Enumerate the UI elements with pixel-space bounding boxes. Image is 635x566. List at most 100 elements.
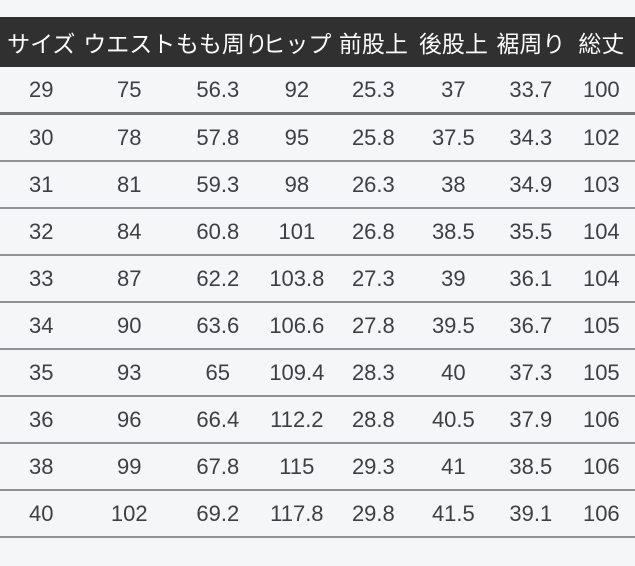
table-cell: 33 — [0, 255, 83, 303]
table-cell: 36 — [0, 396, 83, 444]
table-row: 31 81 59.3 98 26.3 38 34.9 103 — [0, 161, 635, 209]
table-cell: 109.4 — [259, 349, 334, 397]
table-cell: 26.8 — [333, 208, 413, 256]
table-cell: 63.6 — [175, 302, 260, 350]
table-cell: 106 — [567, 396, 635, 444]
table-row: 30 78 57.8 95 25.8 37.5 34.3 102 — [0, 113, 635, 162]
table-row: 34 90 63.6 106.6 27.8 39.5 36.7 105 — [0, 302, 635, 350]
table-cell: 30 — [0, 113, 83, 162]
table-cell: 38.5 — [412, 208, 494, 256]
table-cell: 101 — [259, 208, 334, 256]
table-cell: 60.8 — [175, 208, 260, 256]
table-cell: 27.3 — [333, 255, 413, 303]
table-row: 29 75 56.3 92 25.3 37 33.7 100 — [0, 67, 635, 115]
table-cell: 37.9 — [493, 396, 568, 444]
table-cell: 40 — [412, 349, 494, 397]
table-cell: 112.2 — [259, 396, 334, 444]
table-cell: 95 — [259, 113, 334, 162]
header-cell: サイズ — [0, 17, 83, 67]
table-cell: 69.2 — [175, 490, 260, 538]
table-cell: 36.1 — [493, 255, 568, 303]
table-cell: 38.5 — [493, 443, 568, 491]
table-cell: 39 — [412, 255, 494, 303]
table-cell: 28.3 — [333, 349, 413, 397]
table-cell: 100 — [567, 67, 635, 115]
table-cell: 81 — [82, 161, 176, 209]
table-cell: 36.7 — [493, 302, 568, 350]
table-cell: 29.8 — [333, 490, 413, 538]
table-cell: 34.9 — [493, 161, 568, 209]
table-cell: 28.8 — [333, 396, 413, 444]
table-cell: 56.3 — [175, 67, 260, 115]
table-cell: 115 — [259, 443, 334, 491]
table-cell: 105 — [567, 302, 635, 350]
table-cell: 102 — [567, 113, 635, 162]
table-row: 36 96 66.4 112.2 28.8 40.5 37.9 106 — [0, 396, 635, 444]
header-cell: 前股上 — [333, 17, 413, 67]
table-cell: 39.1 — [493, 490, 568, 538]
table-cell: 96 — [82, 396, 176, 444]
table-cell: 59.3 — [175, 161, 260, 209]
table-cell: 40 — [0, 490, 83, 538]
header-cell: ウエスト — [82, 17, 176, 67]
table-cell: 32 — [0, 208, 83, 256]
table-cell: 25.8 — [333, 113, 413, 162]
table-cell: 37.5 — [412, 113, 494, 162]
header-cell: 裾周り — [493, 17, 568, 67]
header-cell: もも周り — [175, 17, 268, 67]
table-cell: 106.6 — [259, 302, 334, 350]
table-cell: 33.7 — [493, 67, 568, 115]
table-cell: 37.3 — [493, 349, 568, 397]
table-cell: 90 — [82, 302, 176, 350]
header-cell: 総丈 — [567, 17, 635, 67]
table-cell: 38 — [412, 161, 494, 209]
table-cell: 104 — [567, 255, 635, 303]
table-row: 32 84 60.8 101 26.8 38.5 35.5 104 — [0, 208, 635, 256]
table-row: 33 87 62.2 103.8 27.3 39 36.1 104 — [0, 255, 635, 303]
table-cell: 104 — [567, 208, 635, 256]
table-cell: 105 — [567, 349, 635, 397]
table-cell: 92 — [259, 67, 334, 115]
size-chart-page: サイズ ウエスト もも周り ヒップ 前股上 後股上 裾周り 総丈 29 75 56.3 92 25.3… — [0, 17, 635, 538]
table-cell: 31 — [0, 161, 83, 209]
table-cell: 103.8 — [259, 255, 334, 303]
table-cell: 35.5 — [493, 208, 568, 256]
table-cell: 39.5 — [412, 302, 494, 350]
table-cell: 102 — [82, 490, 176, 538]
table-row: 40 102 69.2 117.8 29.8 41.5 39.1 106 — [0, 490, 635, 538]
table-cell: 34 — [0, 302, 83, 350]
table-cell: 25.3 — [333, 67, 413, 115]
table-cell: 38 — [0, 443, 83, 491]
header-cell: 後股上 — [412, 17, 494, 67]
table-cell: 62.2 — [175, 255, 260, 303]
table-cell: 35 — [0, 349, 83, 397]
table-cell: 29.3 — [333, 443, 413, 491]
table-cell: 75 — [82, 67, 176, 115]
table-cell: 40.5 — [412, 396, 494, 444]
table-cell: 106 — [567, 443, 635, 491]
table-cell: 65 — [175, 349, 260, 397]
header-row: サイズ ウエスト もも周り ヒップ 前股上 後股上 裾周り 総丈 — [0, 17, 635, 67]
table-cell: 41 — [412, 443, 494, 491]
table-cell: 87 — [82, 255, 176, 303]
table-cell: 37 — [412, 67, 494, 115]
table-cell: 106 — [567, 490, 635, 538]
table-cell: 29 — [0, 67, 83, 115]
table-row: 35 93 65 109.4 28.3 40 37.3 105 — [0, 349, 635, 397]
table-cell: 66.4 — [175, 396, 260, 444]
table-cell: 34.3 — [493, 113, 568, 162]
table-row: 38 99 67.8 115 29.3 41 38.5 106 — [0, 443, 635, 491]
table-cell: 41.5 — [412, 490, 494, 538]
table-cell: 78 — [82, 113, 176, 162]
table-cell: 84 — [82, 208, 176, 256]
table-cell: 93 — [82, 349, 176, 397]
size-table-body: 29 75 56.3 92 25.3 37 33.7 100 30 78 57.8 95 25.8 37.… — [0, 67, 635, 538]
size-table: サイズ ウエスト もも周り ヒップ 前股上 後股上 裾周り 総丈 29 75 56.3 92 25.3… — [0, 17, 635, 538]
table-cell: 98 — [259, 161, 334, 209]
table-cell: 99 — [82, 443, 176, 491]
table-cell: 57.8 — [175, 113, 260, 162]
table-cell: 103 — [567, 161, 635, 209]
table-cell: 27.8 — [333, 302, 413, 350]
header-cell: ヒップ — [259, 17, 334, 67]
table-cell: 67.8 — [175, 443, 260, 491]
